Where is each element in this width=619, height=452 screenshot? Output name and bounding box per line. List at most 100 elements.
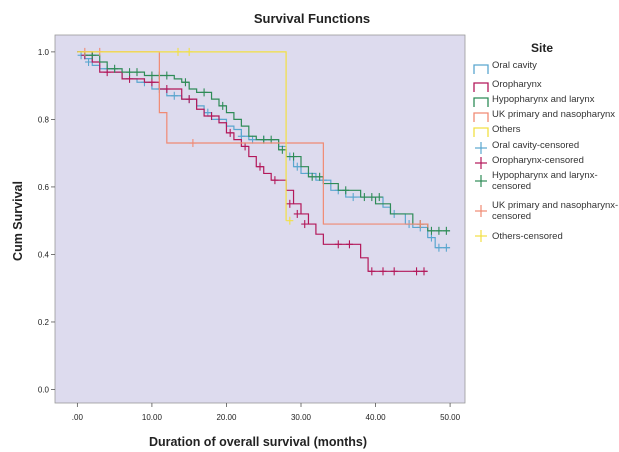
x-tick-label: .00 (72, 413, 84, 422)
censor-mark (148, 78, 156, 87)
legend-item-hypopharynx-and-larynx-censored: Hypopharynx and larynx-censored (475, 170, 598, 192)
censor-mark (241, 142, 249, 151)
censor-mark (420, 267, 428, 276)
censor-mark (170, 91, 178, 100)
legend-label: Oropharynx (492, 79, 542, 90)
censor-mark (442, 243, 450, 252)
censor-mark (204, 108, 212, 117)
legend-label: UK primary and nasopharynx-censored (492, 200, 618, 222)
censor-mark (379, 267, 387, 276)
censor-mark (416, 220, 424, 229)
censor-mark (427, 226, 435, 235)
legend-label: Oral cavity-censored (492, 140, 579, 151)
censor-mark (200, 88, 208, 97)
x-tick-label: 40.00 (366, 413, 387, 422)
censor-mark (375, 193, 383, 202)
censor-mark (267, 135, 275, 144)
legend-label: Hypopharynx and larynx-censored (492, 170, 598, 192)
legend-label: Others (492, 124, 521, 135)
x-axis-ticks: .00 10.00 20.00 30.00 40.00 50.00 (72, 403, 461, 422)
censor-mark (286, 216, 294, 225)
legend-item-uk-primary-and-nasopharynx: UK primary and nasopharynx (473, 109, 615, 122)
x-tick-label: 30.00 (291, 413, 312, 422)
legend-item-others-censored: Others-censored (475, 230, 563, 242)
x-axis-label: Duration of overall survival (months) (149, 435, 367, 449)
legend-label: Others-censored (492, 231, 563, 242)
series-line-others (77, 51, 287, 221)
censor-mark (390, 267, 398, 276)
legend-swatch (475, 230, 487, 242)
censor-mark (368, 193, 376, 202)
plot-area (54, 34, 466, 404)
censor-mark (308, 172, 316, 181)
censor-mark (293, 162, 301, 171)
chart-title: Survival Functions (254, 11, 370, 26)
legend: Site Oral cavity Oropharynx Hypopharynx an… (473, 41, 618, 242)
legend-swatch (475, 205, 487, 217)
x-tick-label: 20.00 (216, 413, 237, 422)
legend-swatch (473, 127, 489, 137)
x-tick-label: 50.00 (440, 413, 461, 422)
censor-mark (342, 186, 350, 195)
censor-mark (260, 135, 268, 144)
legend-item-oropharynx: Oropharynx (473, 79, 542, 92)
legend-title: Site (531, 41, 553, 55)
censor-mark (316, 172, 324, 181)
y-axis-label: Cum Survival (11, 181, 25, 261)
censor-mark (368, 267, 376, 276)
y-tick-label: 0.4 (38, 250, 50, 259)
legend-item-oral-cavity: Oral cavity (473, 60, 537, 74)
censor-mark (185, 47, 193, 56)
series-line-hypopharynx-and-larynx (77, 51, 451, 232)
y-tick-label: 1.0 (38, 48, 50, 57)
legend-label: Hypopharynx and larynx (492, 94, 595, 105)
legend-item-others: Others (473, 124, 521, 137)
censor-mark (148, 71, 156, 80)
series-others (77, 47, 294, 225)
censor-mark (88, 51, 96, 60)
y-tick-label: 0.6 (38, 183, 50, 192)
censor-mark (442, 226, 450, 235)
censor-mark (278, 145, 286, 154)
censor-mark (126, 74, 134, 83)
legend-item-oropharynx-censored: Oropharynx-censored (475, 155, 584, 169)
legend-item-hypopharynx-and-larynx: Hypopharynx and larynx (473, 94, 595, 107)
legend-swatch (475, 175, 487, 187)
y-axis-ticks: 0.0 0.2 0.4 0.6 0.8 1.0 (38, 48, 55, 394)
legend-swatch (475, 157, 487, 169)
censor-mark (293, 209, 301, 218)
censor-mark (413, 267, 421, 276)
legend-swatch (473, 64, 489, 74)
legend-item-uk-primary-and-nasopharynx-censored: UK primary and nasopharynx-censored (475, 200, 618, 222)
censor-mark (133, 68, 141, 77)
censor-mark (237, 132, 245, 141)
censor-mark (174, 47, 182, 56)
legend-item-oral-cavity-censored: Oral cavity-censored (475, 140, 579, 154)
legend-label: Oral cavity (492, 60, 537, 71)
censor-mark (286, 199, 294, 208)
censor-mark (334, 240, 342, 249)
legend-swatch (473, 112, 489, 122)
series-hypopharynx-and-larynx (77, 51, 451, 235)
censor-mark (226, 128, 234, 137)
legend-swatch (473, 82, 489, 92)
censor-mark (103, 68, 111, 77)
censor-mark (181, 78, 189, 87)
censor-mark (219, 101, 227, 110)
censor-mark (185, 95, 193, 104)
censor-mark (427, 233, 435, 242)
censor-mark (271, 176, 279, 185)
censor-mark (349, 193, 357, 202)
legend-swatch (475, 142, 487, 154)
series-layer (77, 47, 451, 276)
censor-mark (290, 152, 298, 161)
censor-mark (208, 112, 216, 121)
y-tick-label: 0.0 (38, 385, 50, 394)
censor-mark (85, 58, 93, 67)
censor-mark (435, 243, 443, 252)
censor-mark (163, 85, 171, 94)
censor-mark (163, 71, 171, 80)
legend-label: UK primary and nasopharynx (492, 109, 615, 120)
censor-mark (360, 193, 368, 202)
